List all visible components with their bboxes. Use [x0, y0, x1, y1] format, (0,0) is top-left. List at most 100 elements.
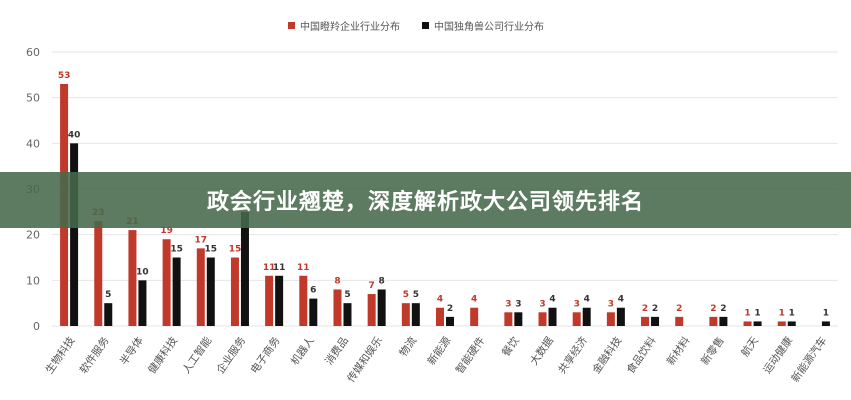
x-tick-label: 智能硬件: [453, 334, 488, 376]
bar-series2: [514, 312, 523, 326]
banner-title: 政会行业翘楚，深度解析政大公司领先排名: [206, 190, 644, 215]
x-tick-label: 人工智能: [180, 334, 215, 376]
data-label-series2: 3: [515, 299, 521, 309]
bar-series2: [616, 307, 625, 326]
data-label-series2: 40: [68, 130, 81, 140]
bar-series1: [538, 312, 547, 326]
x-tick-label: 新能源: [425, 334, 454, 368]
data-label-series1: 3: [505, 299, 511, 309]
y-tick-label: 0: [33, 320, 40, 333]
y-tick-label: 40: [26, 137, 40, 150]
bar-series1: [162, 239, 171, 326]
legend-label-series2: 中国独角兽公司行业分布: [434, 22, 544, 33]
bar-series1: [401, 303, 410, 326]
data-label-series1: 3: [608, 299, 614, 309]
bar-series1: [265, 275, 274, 326]
data-label-series2: 15: [170, 245, 183, 255]
bar-series2: [787, 321, 796, 326]
data-label-series1: 2: [642, 304, 648, 314]
data-label-series1: 15: [229, 245, 242, 255]
legend-item-series2: 中国独角兽公司行业分布: [422, 18, 544, 33]
bar-series2: [821, 321, 830, 326]
y-tick-label: 10: [26, 274, 40, 287]
title-banner: 政会行业翘楚，深度解析政大公司领先排名: [0, 172, 851, 228]
bar-series2: [719, 316, 728, 326]
bar-series2: [446, 316, 454, 326]
data-label-series2: 10: [136, 267, 149, 277]
bar-series1: [709, 316, 718, 326]
bar-series1: [777, 321, 786, 326]
data-label-series1: 7: [369, 281, 375, 291]
data-label-series2: 8: [379, 276, 385, 286]
bar-series2: [651, 316, 660, 326]
bar-series2: [411, 303, 420, 326]
bar-series2: [240, 211, 249, 326]
data-label-series1: 2: [676, 304, 682, 314]
data-label-series1: 11: [297, 263, 310, 273]
legend-item-series1: 中国瞪羚企业行业分布: [288, 18, 400, 33]
data-label-series1: 4: [437, 295, 443, 305]
legend-swatch-series1: [288, 22, 295, 29]
data-label-series1: 3: [539, 299, 545, 309]
data-label-series1: 4: [471, 295, 477, 305]
data-label-series2: 2: [720, 304, 726, 314]
data-label-series2: 2: [447, 304, 453, 314]
legend-swatch-series2: [422, 22, 429, 29]
data-label-series2: 1: [754, 308, 760, 318]
y-tick-label: 60: [26, 46, 40, 59]
x-tick-label: 运动健康: [760, 334, 795, 376]
bar-series1: [196, 248, 205, 326]
bar-series1: [470, 307, 479, 326]
x-tick-label: 新零售: [698, 334, 727, 367]
bar-series1: [675, 316, 684, 326]
bar-series1: [743, 321, 752, 326]
bar-series2: [753, 321, 762, 326]
bar-series2: [377, 289, 386, 326]
legend-label-series1: 中国瞪羚企业行业分布: [300, 22, 400, 33]
bar-series1: [230, 257, 239, 326]
data-label-series2: 4: [549, 295, 555, 305]
x-tick-label: 消费品: [322, 334, 351, 367]
data-label-series1: 11: [263, 263, 276, 273]
bar-series2: [275, 275, 284, 326]
data-label-series1: 5: [403, 290, 409, 300]
y-tick-label: 20: [26, 229, 40, 242]
data-label-series1: 53: [58, 71, 71, 81]
bar-series2: [172, 257, 181, 326]
x-tick-label: 餐饮: [499, 334, 522, 359]
x-tick-label: 食品饮料: [624, 334, 659, 376]
x-tick-label: 软件服务: [77, 334, 112, 376]
data-label-series2: 15: [205, 245, 218, 255]
bar-series2: [138, 280, 147, 326]
data-label-series1: 1: [779, 308, 785, 318]
data-label-series2: 6: [310, 286, 316, 296]
bar-series1: [436, 307, 444, 326]
bar-series2: [582, 307, 591, 326]
bar-series2: [104, 303, 113, 326]
data-label-series2: 5: [413, 290, 419, 300]
x-tick-label: 机器人: [288, 334, 317, 368]
x-tick-label: 航天: [738, 334, 761, 359]
x-tick-label: 电子商务: [248, 334, 283, 376]
data-label-series1: 19: [160, 226, 173, 236]
data-label-series1: 1: [744, 308, 750, 318]
bar-series2: [343, 303, 352, 326]
x-tick-label: 新材料: [664, 334, 693, 368]
bar-series1: [128, 230, 137, 326]
bar-series2: [309, 298, 318, 326]
data-label-series2: 11: [273, 263, 286, 273]
x-tick-label: 生物科技: [43, 334, 78, 376]
data-label-series2: 1: [789, 308, 795, 318]
bar-series2: [548, 307, 557, 326]
x-tick-label: 金融科技: [590, 334, 625, 376]
y-tick-label: 50: [26, 92, 40, 105]
data-label-series1: 8: [334, 276, 340, 286]
bar-series1: [333, 289, 342, 326]
bar-series1: [606, 312, 615, 326]
legend: 中国瞪羚企业行业分布 中国独角兽公司行业分布: [288, 18, 544, 33]
data-label-series1: 3: [574, 299, 580, 309]
data-label-series2: 1: [823, 308, 829, 318]
bar-series1: [299, 275, 308, 326]
x-tick-label: 大数据: [527, 334, 556, 368]
data-label-series1: 2: [710, 304, 716, 314]
